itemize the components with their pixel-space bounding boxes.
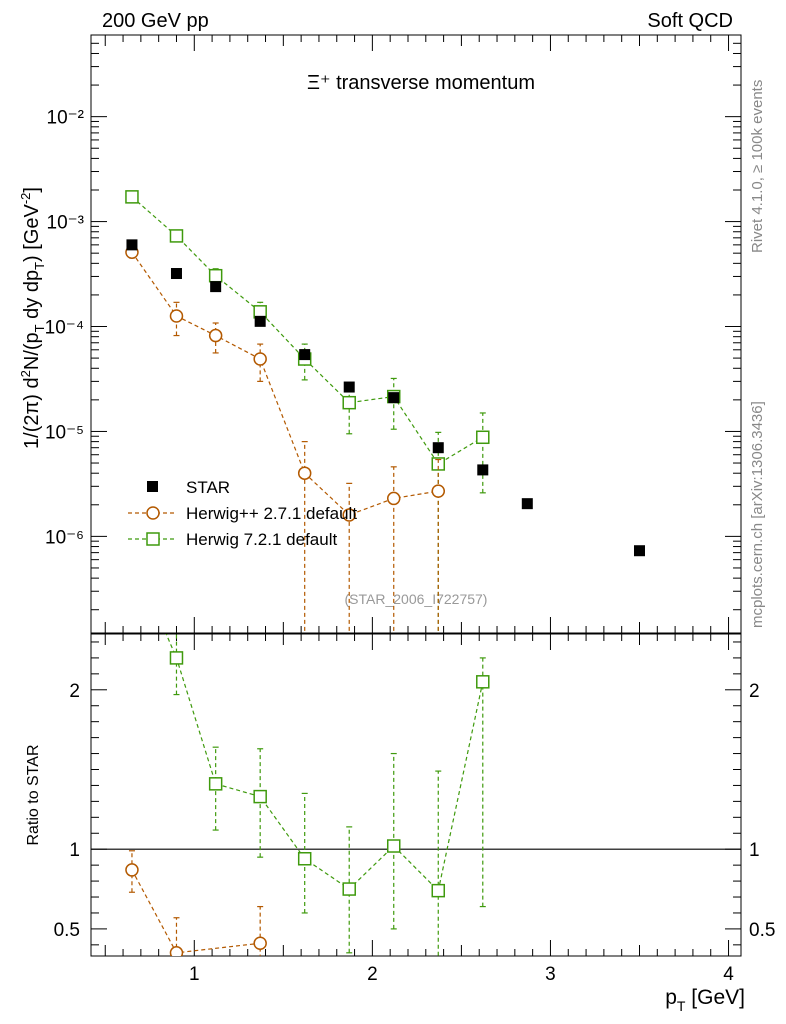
x-label-p: p [665, 986, 677, 1009]
main-series [125, 190, 645, 633]
main-star-point [170, 268, 182, 280]
main-star-point [254, 315, 266, 327]
y-label-prefix: 1/(2π) d [21, 377, 43, 449]
ratio-ticks: 0.5 0.5 1 1 2 2 1 2 3 4 [54, 634, 775, 985]
main-herwigpp-point [253, 352, 267, 366]
main-herwigpp-point [297, 466, 312, 480]
ratio-herwig7-point [169, 651, 184, 665]
header-left: 200 GeV pp [102, 10, 209, 32]
main-herwig7-point [208, 268, 223, 283]
y-label-dy: dy dp [21, 270, 43, 324]
ratio-herwig7-point [208, 777, 223, 791]
main-ytick-label: 10⁻⁶ [45, 527, 84, 548]
main-herwigpp-group [125, 245, 446, 633]
main-herwigpp-point [169, 309, 184, 323]
x-tick-label: 4 [723, 964, 734, 985]
plot-title: Ξ⁺ transverse momentum [307, 72, 535, 94]
ratio-herwig7-point [126, 548, 138, 560]
y-label-sup2: -2 [18, 193, 33, 205]
main-herwigpp-point [431, 484, 446, 498]
main-ytick-label: 10⁻⁴ [45, 318, 84, 339]
main-herwigpp-line [131, 251, 439, 516]
main-ytick-label: 10⁻² [47, 108, 85, 129]
ratio-ytick-label-right: 0.5 [749, 920, 775, 941]
legend-marker-herwig7 [146, 532, 160, 546]
ratio-herwig7-point [297, 852, 312, 866]
x-tick-label: 3 [545, 964, 556, 985]
main-ytick-label: 10⁻⁵ [45, 422, 84, 443]
y-label-sub2: T [32, 262, 47, 270]
ratio-herwig7-point [476, 675, 490, 689]
ratio-ytick-label-right: 1 [749, 840, 760, 861]
main-star-point [210, 281, 222, 293]
main-star-point [299, 349, 311, 361]
y-label-sup: 2 [18, 370, 33, 377]
legend-label-herwig7: Herwig 7.2.1 default [186, 530, 337, 549]
header-right: Soft QCD [647, 10, 733, 32]
main-herwig7-point [476, 430, 490, 445]
ratio-herwigpp-point [253, 936, 267, 950]
main-herwig7-point [342, 395, 356, 410]
main-star-point [633, 545, 645, 557]
ratio-ytick-label-left: 2 [69, 681, 80, 702]
legend-label-herwigpp: Herwig++ 2.7.1 default [186, 504, 357, 523]
x-tick-label: 1 [189, 964, 200, 985]
ratio-herwig7-point [342, 882, 356, 896]
ratio-frame [90, 633, 742, 957]
ratio-ytick-label-right: 2 [749, 681, 760, 702]
ratio-herwig7-point [431, 883, 446, 898]
ratio-herwigpp-point [169, 946, 184, 956]
ratio-panel: 0.5 0.5 1 1 2 2 1 2 3 4 Ratio to STAR pT [GeV] [25, 548, 775, 1014]
y-label-n: N/(p [21, 332, 43, 370]
ratio-herwig7-point [386, 839, 401, 853]
ratio-herwigpp-group [125, 850, 267, 956]
legend-marker-herwigpp [146, 506, 160, 520]
x-label-unit: [GeV] [685, 986, 745, 1009]
ratio-herwigpp-line [131, 869, 261, 954]
main-herwig7-line [131, 196, 484, 465]
main-herwigpp-point [386, 491, 401, 506]
x-axis-label: pT [GeV] [665, 986, 745, 1014]
main-herwig7-point [431, 457, 446, 471]
ratio-ytick-label-left: 0.5 [54, 920, 80, 941]
main-star-group [126, 239, 645, 557]
ratio-herwig7-group [126, 548, 490, 956]
main-star-point [388, 392, 400, 404]
ratio-herwig7-point [253, 789, 267, 804]
ratio-ytick-label-left: 1 [69, 840, 80, 861]
watermark: (STAR_2006_I722757) [345, 591, 488, 607]
main-herwigpp-point [342, 508, 356, 522]
main-star-point [521, 498, 533, 510]
ratio-y-label: Ratio to STAR [25, 744, 42, 845]
main-panel: Ξ⁺ transverse momentum (STAR_2006_I72275… [18, 34, 742, 634]
main-star-point [432, 442, 444, 454]
main-star-point [126, 239, 138, 251]
x-label-sub: T [677, 998, 686, 1014]
main-herwig7-point [169, 229, 184, 243]
main-star-point [477, 464, 489, 476]
legend: STAR Herwig++ 2.7.1 default Herwig 7.2.1… [128, 478, 357, 549]
legend-label-star: STAR [186, 478, 230, 497]
main-star-point [343, 381, 355, 393]
main-y-label: 1/(2π) d2N/(pT dy dpT) [GeV-2] [18, 187, 47, 449]
main-herwigpp-point [208, 328, 223, 343]
main-herwig7-point [125, 190, 139, 204]
mcplots-label: mcplots.cern.ch [arXiv:1306.3436] [749, 401, 766, 628]
rivet-label: Rivet 4.1.0, ≥ 100k events [749, 80, 766, 253]
main-herwig7-group [125, 190, 490, 633]
main-frame [90, 34, 742, 634]
x-tick-label: 2 [367, 964, 378, 985]
y-label-unit: ) [GeV [21, 203, 43, 261]
main-ytick-label: 10⁻³ [47, 213, 85, 234]
legend-marker-star [147, 481, 158, 492]
y-label-sub1: T [32, 324, 47, 332]
ratio-series [125, 548, 490, 956]
y-label-end: ] [21, 187, 43, 193]
main-ticks: 10⁻² 10⁻³ 10⁻⁴ 10⁻⁵ 10⁻⁶ [45, 34, 741, 633]
y-axis-label: 1/(2π) d2N/(pT dy dpT) [GeV-2] [18, 187, 47, 449]
ratio-herwigpp-point [125, 863, 139, 877]
